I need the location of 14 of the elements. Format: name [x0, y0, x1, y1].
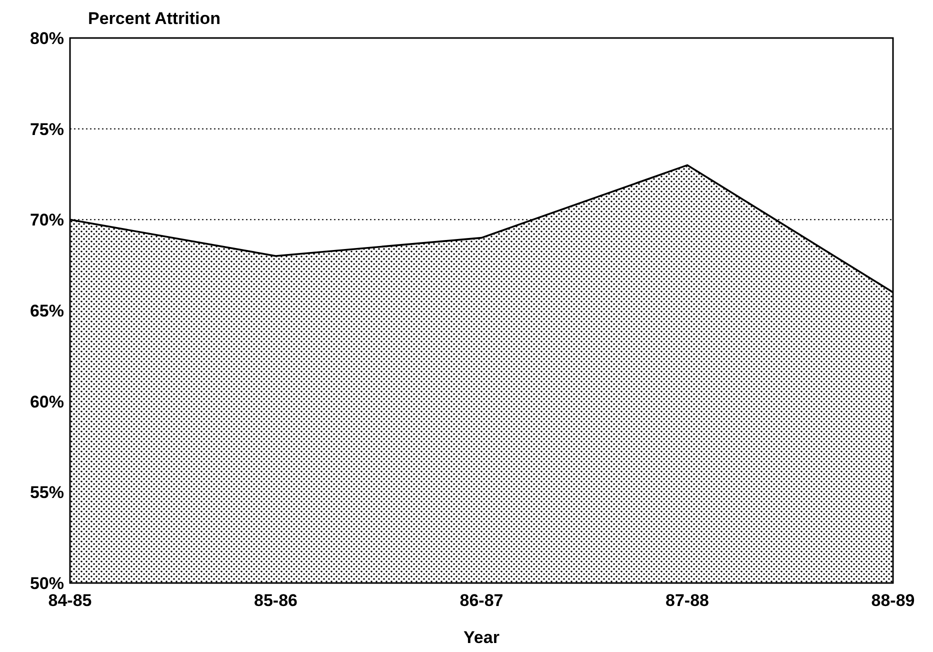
- y-tick-label: 60%: [30, 392, 64, 412]
- x-tick-label: 85-86: [254, 591, 298, 610]
- x-tick-label: 86-87: [460, 591, 504, 610]
- x-tick-label: 84-85: [48, 591, 92, 610]
- y-tick-label: 75%: [30, 120, 64, 139]
- y-tick-label: 80%: [30, 28, 64, 48]
- y-tick-label: 50%: [30, 574, 64, 593]
- y-axis-title: Percent Attrition: [88, 9, 221, 28]
- y-tick-label: 55%: [30, 483, 64, 502]
- x-tick-label: 88-89: [871, 591, 915, 610]
- x-tick-label: 87-88: [666, 591, 709, 610]
- x-axis-title: Year: [464, 628, 500, 647]
- y-tick-label: 70%: [30, 210, 64, 230]
- y-tick-label: 65%: [30, 301, 64, 320]
